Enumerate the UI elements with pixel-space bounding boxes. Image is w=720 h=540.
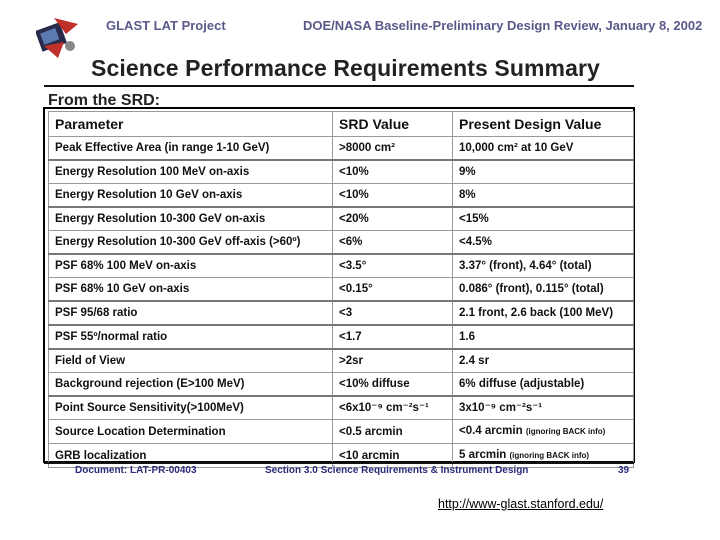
design-cell: 8% [452, 183, 634, 208]
param-cell: Energy Resolution 10-300 GeV off-axis (>… [48, 230, 333, 255]
table-row: Source Location Determination <0.5 arcmi… [48, 419, 634, 444]
design-cell: 3x10⁻⁹ cm⁻²s⁻¹ [452, 395, 634, 420]
header-srd-value: SRD Value [332, 111, 453, 137]
design-cell: 2.1 front, 2.6 back (100 MeV) [452, 300, 634, 326]
header-design-value: Present Design Value [452, 111, 634, 137]
table-row: Energy Resolution 10-300 GeV off-axis (>… [48, 230, 634, 255]
design-note: (ignoring BACK info) [525, 427, 606, 436]
param-cell: PSF 68% 10 GeV on-axis [48, 277, 333, 302]
footer-divider [44, 462, 634, 464]
glast-logo [35, 12, 80, 62]
review-header: DOE/NASA Baseline-Preliminary Design Rev… [303, 18, 703, 33]
srd-cell: <10% diffuse [332, 372, 453, 397]
srd-cell: <1.7 [332, 324, 453, 350]
page-title: Science Performance Requirements Summary [91, 55, 600, 81]
footer-page-number: 39 [618, 465, 630, 476]
design-cell: 6% diffuse (adjustable) [452, 372, 634, 397]
srd-cell: <10% [332, 159, 453, 184]
table-row: Peak Effective Area (in range 1-10 GeV) … [48, 136, 634, 161]
design-cell: 3.37° (front), 4.64° (total) [452, 253, 634, 278]
subtitle: From the SRD: [48, 92, 160, 109]
table-row: PSF 55º/normal ratio <1.7 1.6 [48, 324, 634, 350]
design-cell: <4.5% [452, 230, 634, 255]
design-cell: 0.086° (front), 0.115° (total) [452, 277, 634, 302]
design-cell: 10,000 cm² at 10 GeV [452, 136, 634, 161]
srd-cell: <20% [332, 206, 453, 231]
param-cell: Peak Effective Area (in range 1-10 GeV) [48, 136, 333, 161]
glast-website-link[interactable]: http://www-glast.stanford.edu/ [438, 497, 604, 511]
table-row: Energy Resolution 100 MeV on-axis <10% 9… [48, 159, 634, 184]
header-parameter: Parameter [48, 111, 333, 137]
design-cell: 2.4 sr [452, 348, 634, 373]
srd-cell: <10% [332, 183, 453, 208]
design-cell: <0.4 arcmin (ignoring BACK info) [452, 419, 634, 444]
footer-section: Section 3.0 Science Requirements & Instr… [265, 465, 529, 476]
table-row: Point Source Sensitivity(>100MeV) <6x10⁻… [48, 395, 634, 420]
design-value: 5 arcmin [459, 449, 507, 461]
srd-cell: >2sr [332, 348, 453, 373]
table-row: PSF 68% 10 GeV on-axis <0.15° 0.086° (fr… [48, 277, 634, 302]
srd-cell: <0.15° [332, 277, 453, 302]
param-cell: Field of View [48, 348, 333, 373]
design-cell: <15% [452, 206, 634, 231]
table-row: PSF 95/68 ratio <3 2.1 front, 2.6 back (… [48, 300, 634, 326]
param-cell: Background rejection (E>100 MeV) [48, 372, 333, 397]
table-row: PSF 68% 100 MeV on-axis <3.5° 3.37° (fro… [48, 253, 634, 278]
table-row: Field of View >2sr 2.4 sr [48, 348, 634, 373]
srd-cell: <3.5° [332, 253, 453, 278]
param-cell: PSF 95/68 ratio [48, 300, 333, 326]
param-cell: PSF 55º/normal ratio [48, 324, 333, 350]
footer-document: Document: LAT-PR-00403 [75, 465, 197, 476]
design-note: (ignoring BACK info) [509, 451, 590, 460]
table-row: Energy Resolution 10 GeV on-axis <10% 8% [48, 183, 634, 208]
project-header: GLAST LAT Project [106, 18, 226, 33]
param-cell: Energy Resolution 10 GeV on-axis [48, 183, 333, 208]
param-cell: Point Source Sensitivity(>100MeV) [48, 395, 333, 420]
design-cell: 9% [452, 159, 634, 184]
srd-cell: <6% [332, 230, 453, 255]
title-divider [44, 85, 634, 87]
srd-cell: <6x10⁻⁹ cm⁻²s⁻¹ [332, 395, 453, 420]
param-cell: Energy Resolution 100 MeV on-axis [48, 159, 333, 184]
param-cell: PSF 68% 100 MeV on-axis [48, 253, 333, 278]
srd-cell: >8000 cm² [332, 136, 453, 161]
param-cell: Source Location Determination [48, 419, 333, 444]
srd-cell: <3 [332, 300, 453, 326]
design-value: <0.4 arcmin [459, 425, 523, 437]
table-row: Energy Resolution 10-300 GeV on-axis <20… [48, 206, 634, 231]
design-cell: 1.6 [452, 324, 634, 350]
table-header-row: Parameter SRD Value Present Design Value [48, 111, 634, 137]
srd-cell: <0.5 arcmin [332, 419, 453, 444]
requirements-table: Parameter SRD Value Present Design Value… [48, 111, 634, 468]
param-cell: Energy Resolution 10-300 GeV on-axis [48, 206, 333, 231]
table-row: Background rejection (E>100 MeV) <10% di… [48, 372, 634, 397]
